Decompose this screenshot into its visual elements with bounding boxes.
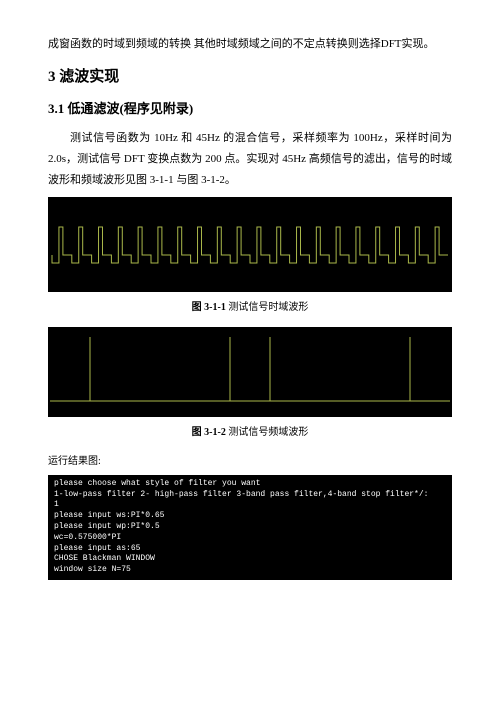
figure-3-1-2 [48,327,452,417]
document-page: 成窗函数的时域到频域的转换 其他时域频域之间的不定点转换则选择DFT实现。 3 … [0,0,500,707]
result-label: 运行结果图: [48,452,452,471]
figure-3-1-1 [48,197,452,292]
caption-label: 图 3-1-1 [192,302,226,313]
caption-text: 测试信号时域波形 [226,302,309,313]
subsection-heading: 3.1 低通滤波(程序见附录) [48,97,452,122]
intro-paragraph: 成窗函数的时域到频域的转换 其他时域频域之间的不定点转换则选择DFT实现。 [48,34,452,55]
section-heading: 3 滤波实现 [48,63,452,92]
caption-label: 图 3-1-2 [192,427,226,438]
paragraph-1: 测试信号函数为 10Hz 和 45Hz 的混合信号，采样频率为 100Hz，采样… [48,128,452,191]
terminal-output: please choose what style of filter you w… [48,475,452,580]
caption-3-1-1: 图 3-1-1 测试信号时域波形 [48,298,452,317]
caption-3-1-2: 图 3-1-2 测试信号频域波形 [48,423,452,442]
caption-text: 测试信号频域波形 [226,427,309,438]
